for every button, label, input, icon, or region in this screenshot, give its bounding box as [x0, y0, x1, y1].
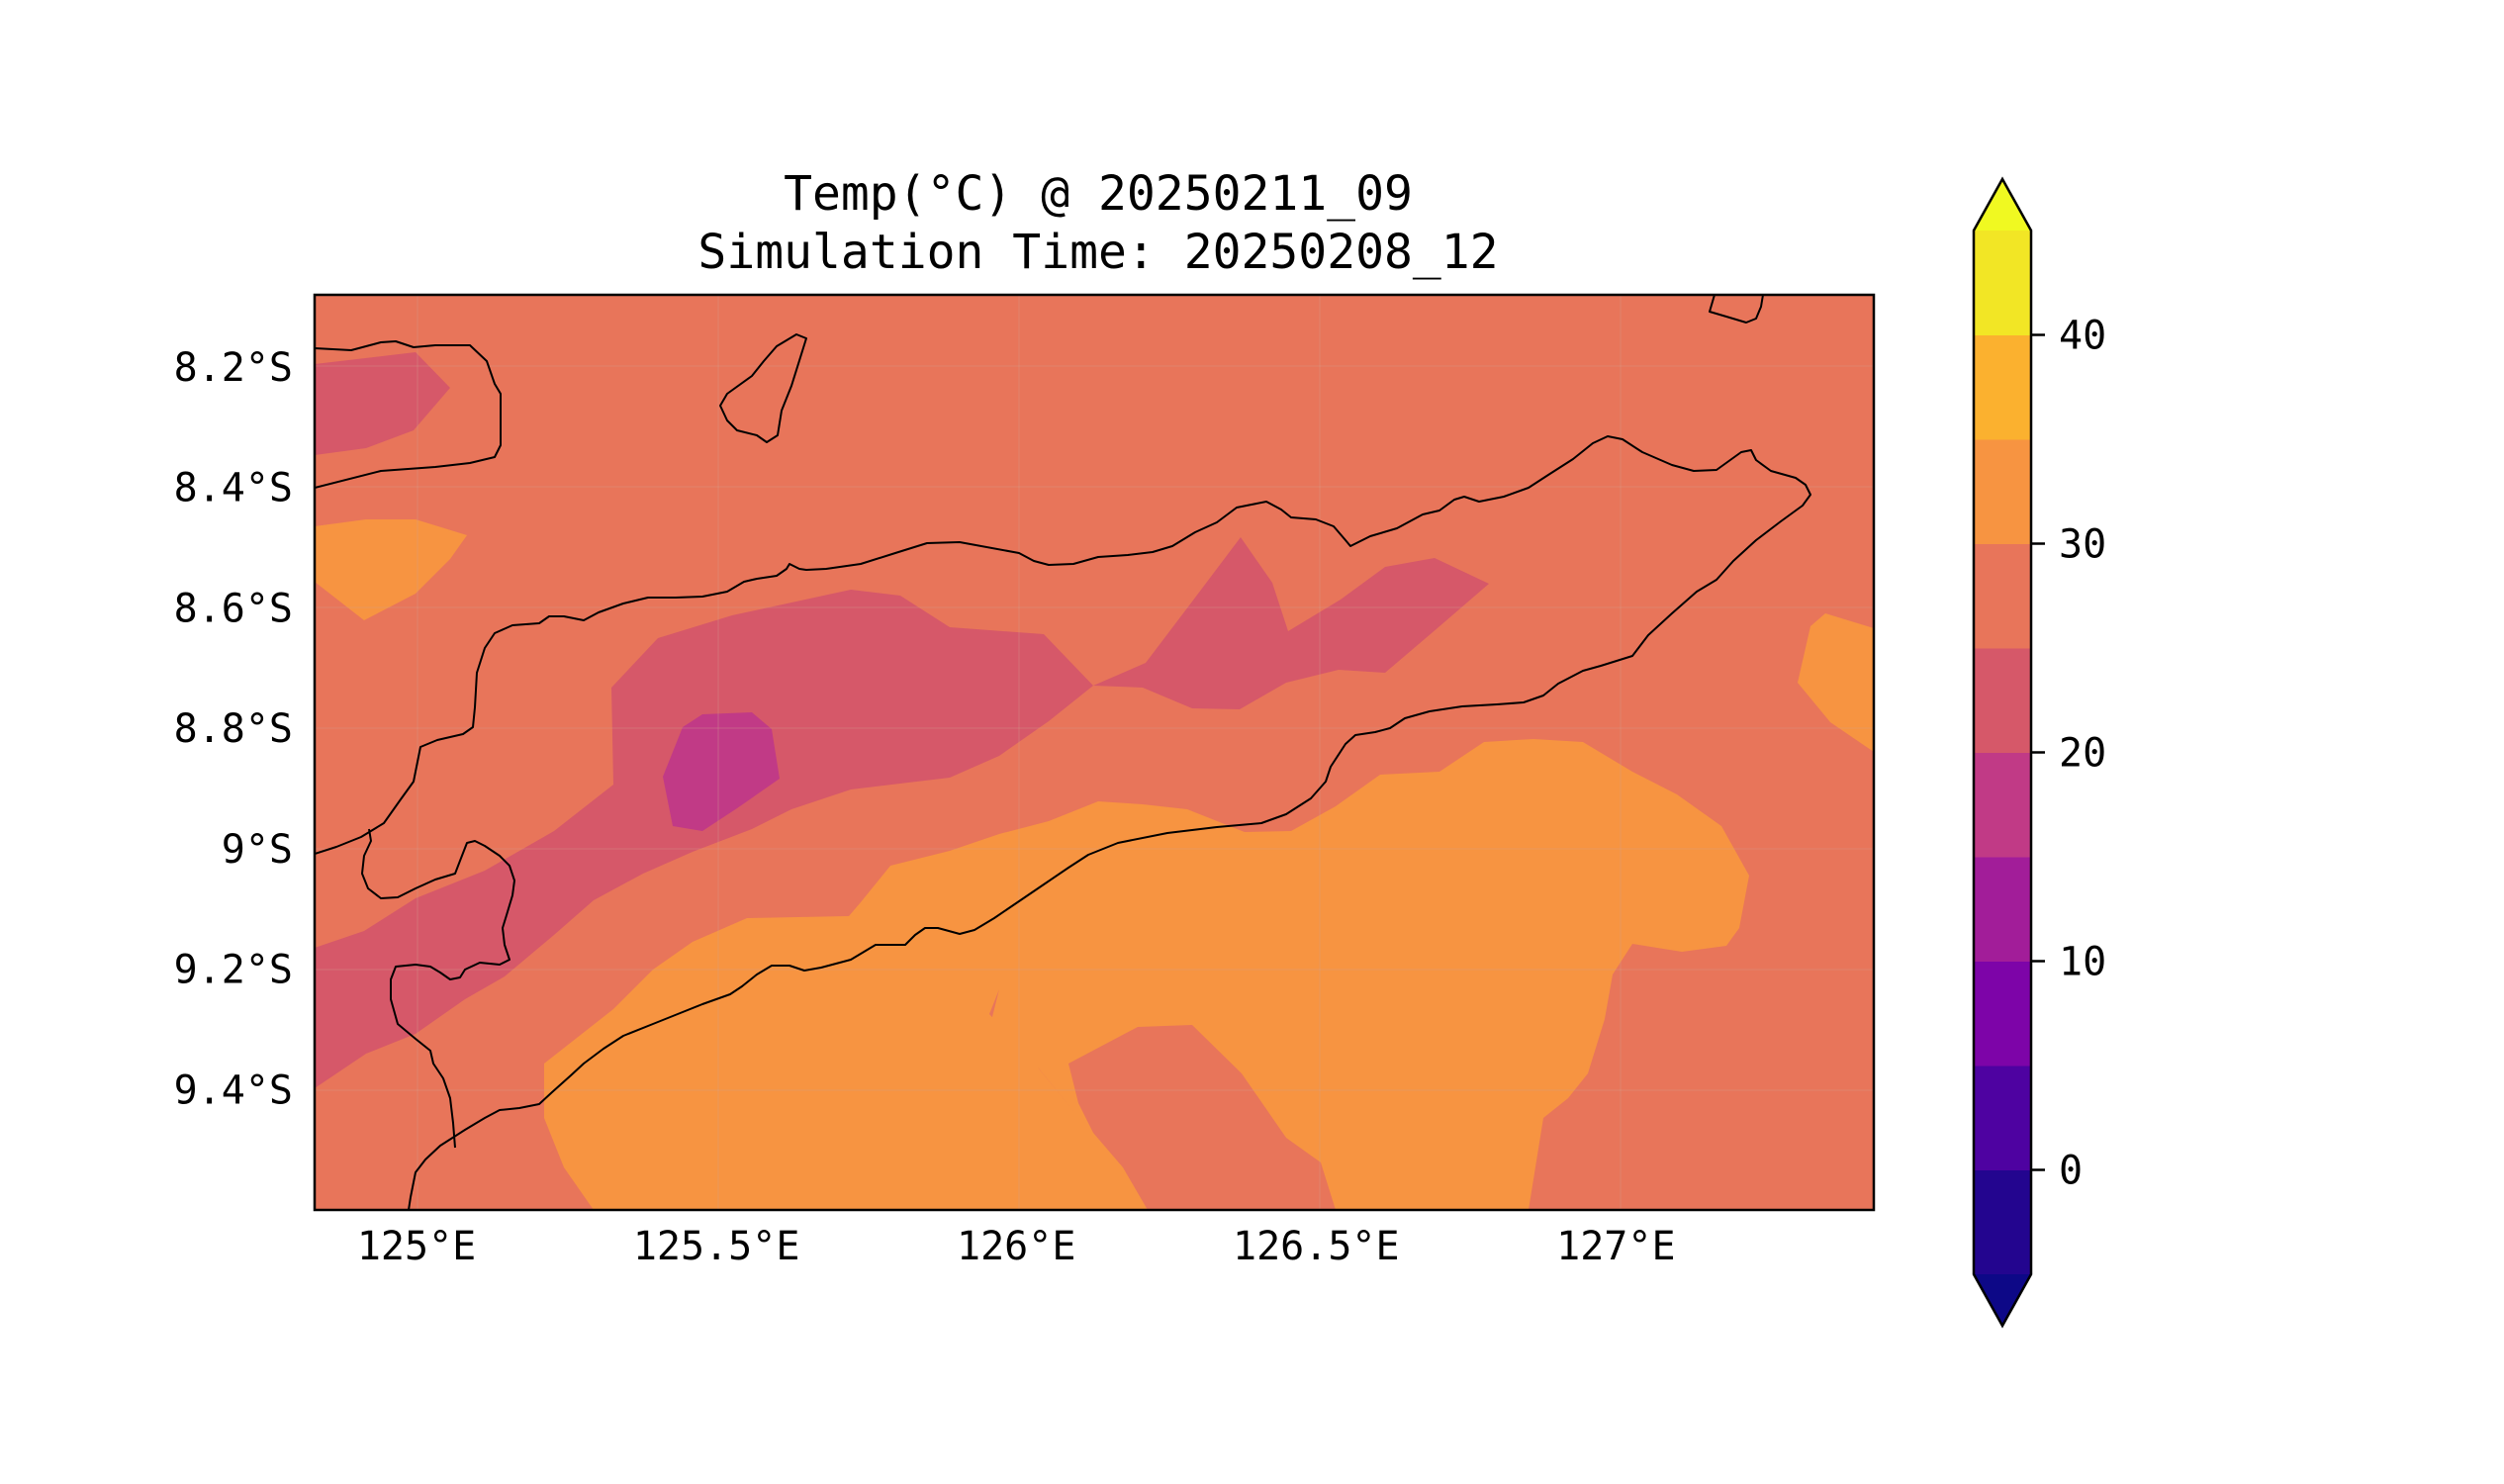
- y-axis-ticks: 8.2°S 8.4°S 8.6°S 8.8°S 9°S 9.2°S 9.4°S: [174, 345, 293, 1113]
- gridlines: [315, 295, 1874, 1210]
- colorbar-tick-label: 10: [2059, 940, 2106, 985]
- title-line-2: Simulation Time: 20250208_12: [697, 225, 1498, 280]
- colorbar: 0 10 20 30 40: [1972, 176, 2106, 1329]
- y-tick-label: 9°S: [222, 827, 293, 873]
- y-tick-label: 9.2°S: [174, 948, 293, 993]
- contour-band-15-20: [663, 712, 780, 831]
- x-tick-label: 126.5°E: [1233, 1224, 1400, 1269]
- map-frame: [313, 293, 1876, 1212]
- contour-band-20-25-central: [315, 537, 1489, 1088]
- y-tick-label: 8.8°S: [174, 706, 293, 752]
- colorbar-segment: [1974, 857, 2031, 962]
- y-tick-label: 8.6°S: [174, 586, 293, 631]
- temperature-contours: [315, 295, 1874, 1210]
- colorbar-segment: [1974, 334, 2031, 440]
- contour-band-30-35-northwest: [315, 519, 467, 620]
- colorbar-segment: [1974, 543, 2031, 649]
- coastline-timor-west: [361, 828, 515, 1149]
- x-tick-label: 127°E: [1556, 1224, 1675, 1269]
- title-line-1: Temp(°C) @ 20250211_09: [784, 166, 1413, 222]
- colorbar-tick-label: 40: [2059, 314, 2106, 359]
- colorbar-segment: [1974, 648, 2031, 753]
- x-axis-ticks: 125°E 125.5°E 126°E 126.5°E 127°E: [357, 1224, 1676, 1269]
- coastline-north-island: [315, 340, 502, 489]
- colorbar-segment: [1974, 752, 2031, 858]
- colorbar-tick-label: 0: [2059, 1149, 2083, 1194]
- contour-band-25-30-south-inlet: [1068, 1025, 1336, 1210]
- colorbar-tick-label: 30: [2059, 522, 2106, 568]
- coastline-timor-north: [315, 435, 1811, 1210]
- coastline-small-island: [719, 333, 807, 443]
- colorbar-segment: [1974, 231, 2031, 335]
- contour-band-20-25-northwest: [315, 352, 450, 455]
- map-panel: [313, 293, 1876, 1212]
- colorbar-outline: [1972, 176, 2033, 1329]
- y-tick-label: 9.4°S: [174, 1067, 293, 1113]
- colorbar-segment: [1974, 961, 2031, 1067]
- colorbar-segment: [1974, 1066, 2031, 1170]
- y-tick-label: 8.2°S: [174, 345, 293, 391]
- x-tick-label: 125.5°E: [633, 1224, 800, 1269]
- colorbar-tick-label: 20: [2059, 731, 2106, 777]
- contour-band-30-35-east: [1798, 613, 1874, 752]
- contour-band-30-35-south: [544, 739, 1749, 1210]
- coastlines: [315, 295, 1811, 1210]
- x-tick-label: 125°E: [357, 1224, 476, 1269]
- colorbar-extend-min: [1974, 1274, 2031, 1326]
- colorbar-segment: [1974, 439, 2031, 544]
- x-tick-label: 126°E: [957, 1224, 1075, 1269]
- coastline-northeast-islet: [1709, 295, 1764, 324]
- colorbar-segment: [1974, 1169, 2031, 1275]
- y-tick-label: 8.4°S: [174, 466, 293, 511]
- colorbar-extend-max: [1974, 179, 2031, 231]
